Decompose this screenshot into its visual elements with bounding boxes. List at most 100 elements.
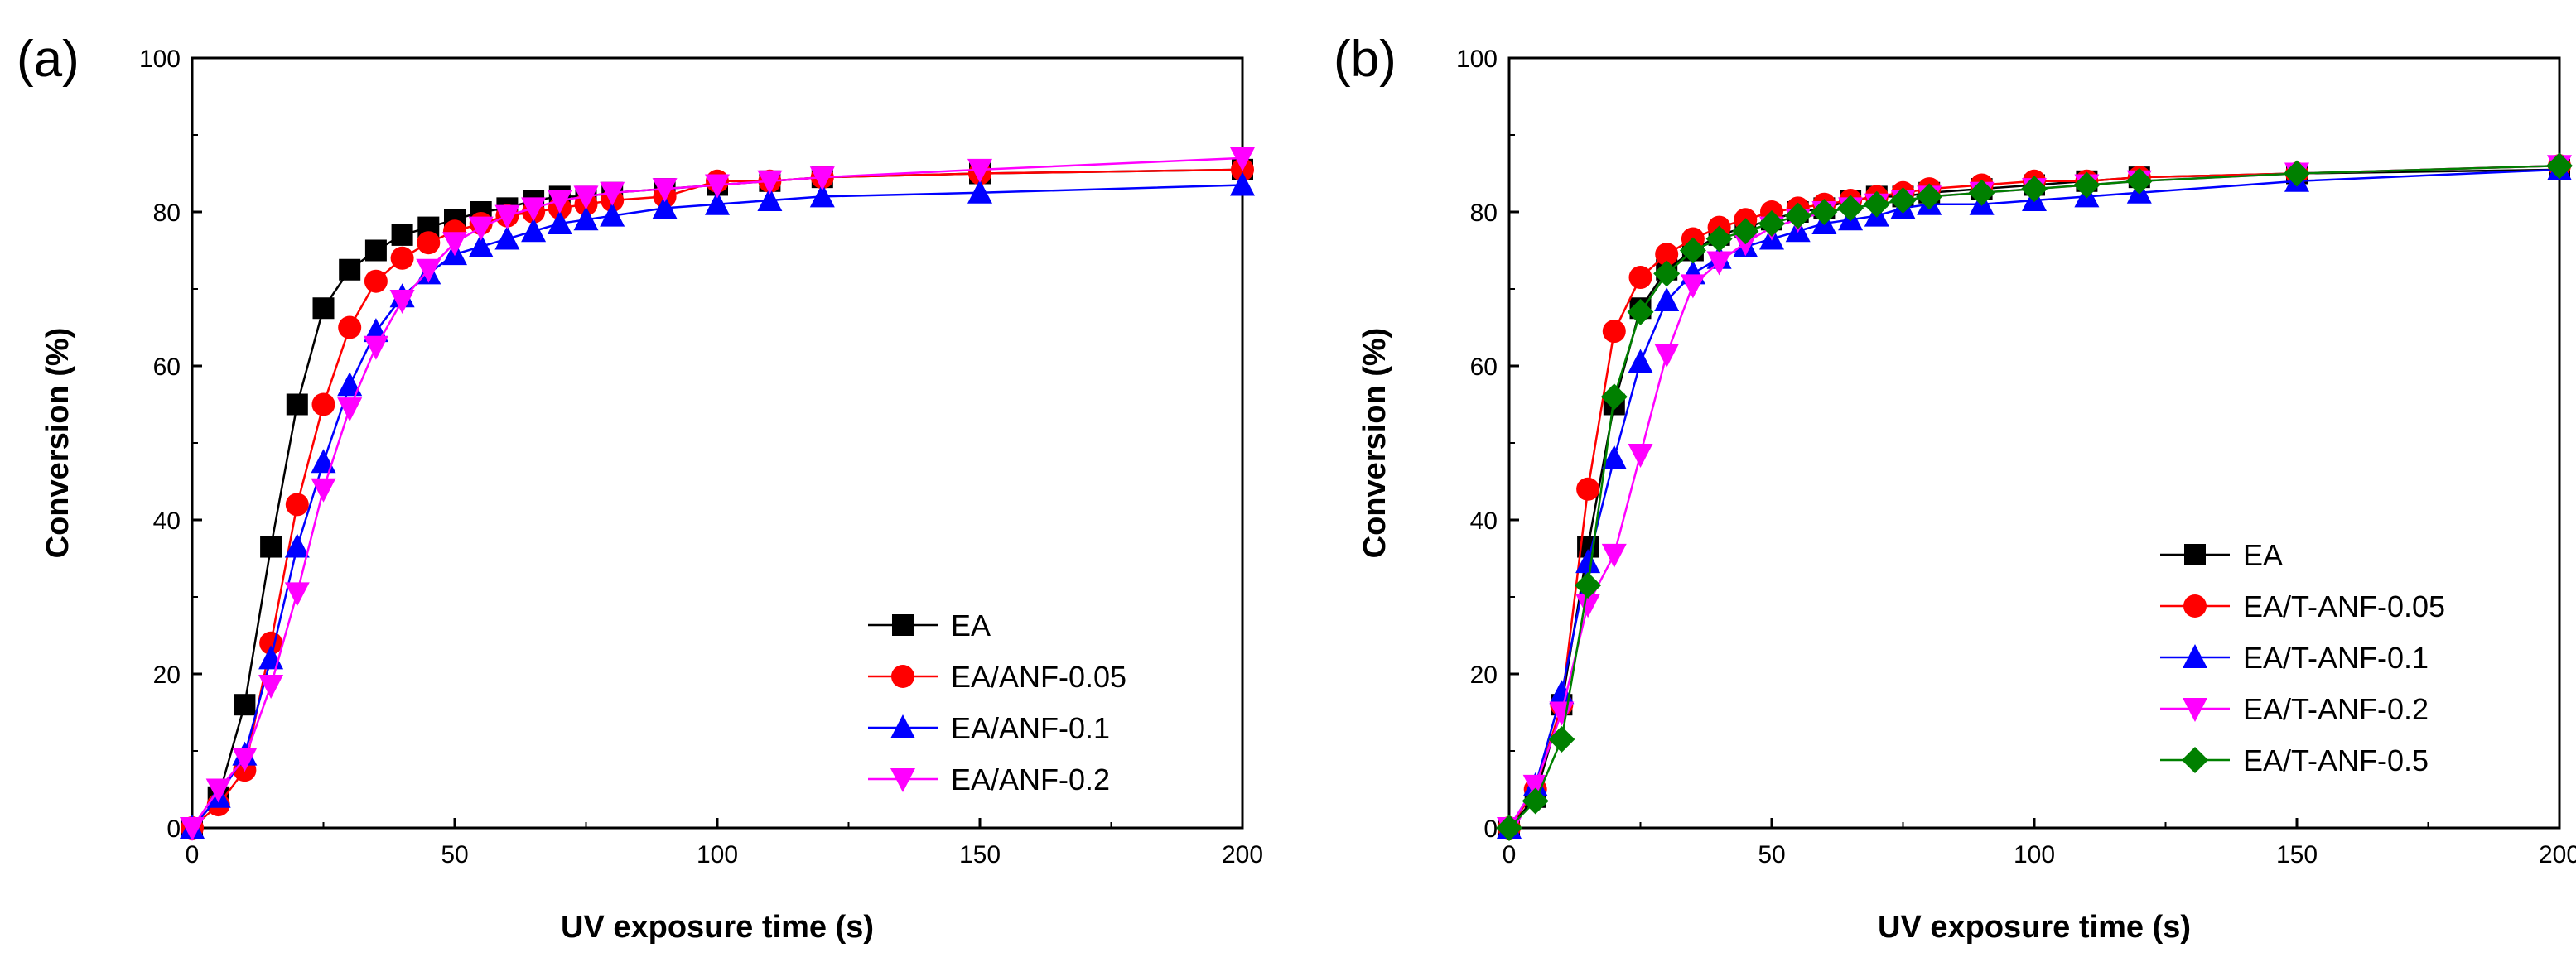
y-tick-label: 60: [1470, 354, 1498, 381]
data-point: [1654, 286, 1680, 311]
data-point: [234, 694, 256, 716]
y-axis-title: Conversion (%): [41, 328, 75, 559]
x-tick-label: 150: [959, 841, 1001, 868]
legend-label: EA/T-ANF-0.05: [2243, 589, 2445, 623]
x-tick-label: 0: [186, 841, 200, 868]
data-point: [1548, 726, 1575, 753]
data-point: [1522, 774, 1548, 799]
legend-entry: EA/T-ANF-0.5: [2160, 743, 2429, 777]
data-point: [205, 778, 231, 803]
data-point: [967, 158, 992, 183]
data-point: [284, 533, 310, 558]
y-tick-label: 0: [1483, 815, 1498, 843]
y-axis-title: Conversion (%): [1358, 328, 1392, 559]
legend-label: EA: [2243, 538, 2283, 572]
data-point: [1837, 195, 1864, 222]
data-point: [705, 190, 730, 215]
data-point: [1575, 572, 1602, 599]
data-point: [494, 225, 520, 250]
data-point: [652, 178, 678, 203]
data-point: [232, 748, 258, 772]
legend-entry: EA/T-ANF-0.05: [2160, 589, 2445, 623]
data-point: [284, 582, 310, 607]
data-point: [258, 674, 284, 699]
x-tick-label: 200: [2539, 841, 2576, 868]
legend-entry: EA: [868, 609, 991, 642]
legend-marker: [2182, 747, 2208, 773]
data-point: [547, 209, 572, 234]
series-ea-t-anf-0-05: [1498, 154, 2571, 840]
data-point: [417, 231, 441, 255]
panel-label: (a): [17, 31, 80, 88]
data-point: [442, 232, 467, 257]
data-point: [1653, 260, 1681, 287]
data-point: [2125, 167, 2153, 195]
data-point: [1628, 349, 1653, 373]
data-point: [1600, 383, 1628, 411]
data-point: [1706, 251, 1732, 276]
data-point: [809, 183, 835, 208]
legend-entry: EA/ANF-0.1: [868, 711, 1110, 745]
data-point: [416, 258, 441, 283]
data-point: [1784, 202, 1811, 229]
data-point: [1575, 594, 1601, 618]
data-point: [809, 166, 835, 191]
data-point: [260, 536, 282, 558]
data-point: [1576, 477, 1600, 501]
x-tick-label: 50: [441, 841, 468, 868]
data-point: [1863, 190, 1890, 218]
legend-label: EA: [951, 609, 991, 642]
data-point: [652, 195, 678, 219]
data-point: [705, 174, 730, 199]
data-point: [311, 478, 336, 503]
x-tick-label: 150: [2276, 841, 2318, 868]
data-point: [1496, 815, 1522, 841]
data-point: [1680, 274, 1705, 299]
data-point: [1679, 237, 1706, 264]
data-point: [1968, 179, 1995, 206]
data-point: [468, 233, 494, 257]
x-tick-label: 100: [2014, 841, 2055, 868]
legend-label: EA/ANF-0.2: [951, 763, 1110, 796]
data-point: [363, 335, 388, 360]
x-tick-label: 0: [1503, 841, 1517, 868]
data-point: [1655, 243, 1679, 267]
data-point: [757, 187, 783, 212]
data-point: [1602, 320, 1626, 344]
x-axis-title: UV exposure time (s): [561, 910, 874, 945]
legend-label: EA/T-ANF-0.1: [2243, 641, 2429, 675]
legend-entry: EA/T-ANF-0.1: [2160, 641, 2429, 675]
data-point: [1627, 298, 1654, 325]
data-point: [180, 817, 205, 841]
legend-label: EA/T-ANF-0.5: [2243, 743, 2429, 777]
data-point: [2284, 160, 2310, 187]
data-point: [1732, 218, 1759, 245]
data-point: [1230, 171, 1255, 196]
legend-marker: [2184, 544, 2206, 565]
data-point: [285, 493, 309, 517]
legend-marker: [2183, 644, 2207, 668]
data-point: [2021, 176, 2048, 203]
data-point: [2073, 171, 2101, 199]
data-point: [391, 224, 413, 246]
data-point: [1758, 209, 1785, 237]
data-point: [1654, 344, 1680, 368]
y-tick-label: 40: [153, 508, 181, 535]
data-point: [1811, 199, 1838, 225]
data-point: [2546, 152, 2573, 180]
data-point: [547, 190, 572, 214]
data-point: [967, 179, 992, 204]
data-point: [494, 204, 520, 229]
data-point: [337, 372, 363, 397]
y-tick-label: 100: [1456, 46, 1498, 73]
legend-marker: [892, 614, 914, 636]
legend-marker: [2183, 594, 2207, 618]
data-point: [573, 206, 599, 231]
data-point: [1628, 443, 1653, 468]
chart-panel-b: (b) 0 50 100 150 200 0 20 40 60 80 100 UV exposure t…: [1334, 31, 2576, 945]
data-point: [337, 397, 363, 422]
data-point: [1522, 787, 1549, 815]
legend-marker: [890, 714, 915, 738]
y-tick-label: 20: [153, 662, 181, 689]
data-point: [339, 258, 361, 281]
